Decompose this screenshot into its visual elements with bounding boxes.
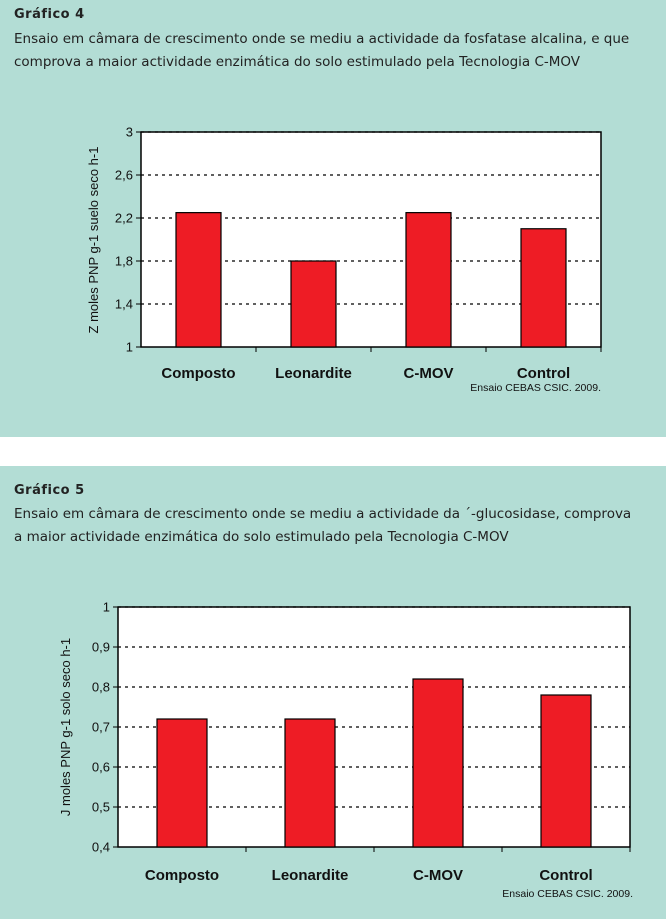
chart-4-plot: 1 1,4 1,8 2,2 2,6 3 Composto Leonardite C-MOV Co… <box>86 125 602 394</box>
chart-5-y-tick-label: 0,4 <box>92 840 110 855</box>
chart-4-bar-control <box>520 228 567 348</box>
chart-5-category-label: C-MOV <box>413 867 463 884</box>
chart-4-y-tick-label: 2,2 <box>115 211 133 226</box>
chart-4-y-tick-label: 2,6 <box>115 168 133 183</box>
chart-4-y-tick-label: 1,4 <box>115 297 133 312</box>
chart-5-y-tick-label: 0,6 <box>92 760 110 775</box>
chart-5-category-label: Control <box>539 867 592 884</box>
chart-4-description: Ensaio em câmara de crescimento onde se … <box>14 31 630 70</box>
chart-4-label: Gráfico 4 <box>14 7 85 22</box>
chart-5-y-tick-label: 0,7 <box>92 720 110 735</box>
chart-4-category-label: Composto <box>161 365 235 382</box>
chart-5-category-label: Composto <box>145 867 219 884</box>
chart-5-bar-c-mov <box>412 678 464 848</box>
chart-4-category-label: Leonardite <box>275 365 352 382</box>
chart-4-bar-leonardite <box>290 260 337 348</box>
chart-4-category-label: C-MOV <box>404 365 454 382</box>
chart-4-category-label: Control <box>517 365 570 382</box>
chart-5-bar-leonardite <box>284 718 336 848</box>
chart-4-y-axis-label: Z moles PNP g-1 suelo seco h-1 <box>86 147 101 334</box>
chart-5-y-tick-label: 0,9 <box>92 640 110 655</box>
chart-5-bar-control <box>540 694 592 848</box>
chart-5-bar-composto <box>156 718 208 848</box>
chart-5-y-axis-label: J moles PNP g-1 solo seco h-1 <box>58 638 73 816</box>
chart-5-y-tick-label: 0,5 <box>92 800 110 815</box>
chart-4-bar-c-mov <box>405 212 452 348</box>
chart-4-bar-composto <box>175 212 222 348</box>
chart-5-description: Ensaio em câmara de crescimento onde se … <box>14 506 632 545</box>
chart-4-y-tick-label: 1,8 <box>115 254 133 269</box>
chart-4-source: Ensaio CEBAS CSIC. 2009. <box>470 382 601 394</box>
chart-4-y-tick-label: 1 <box>126 340 133 355</box>
chart-4-y-tick-label: 3 <box>126 125 133 140</box>
chart-5-y-tick-label: 0,8 <box>92 680 110 695</box>
chart-5-y-tick-label: 1 <box>103 600 110 615</box>
chart-5-source: Ensaio CEBAS CSIC. 2009. <box>502 888 633 900</box>
chart-5-category-label: Leonardite <box>272 867 349 884</box>
chart-5-label: Gráfico 5 <box>14 483 85 498</box>
